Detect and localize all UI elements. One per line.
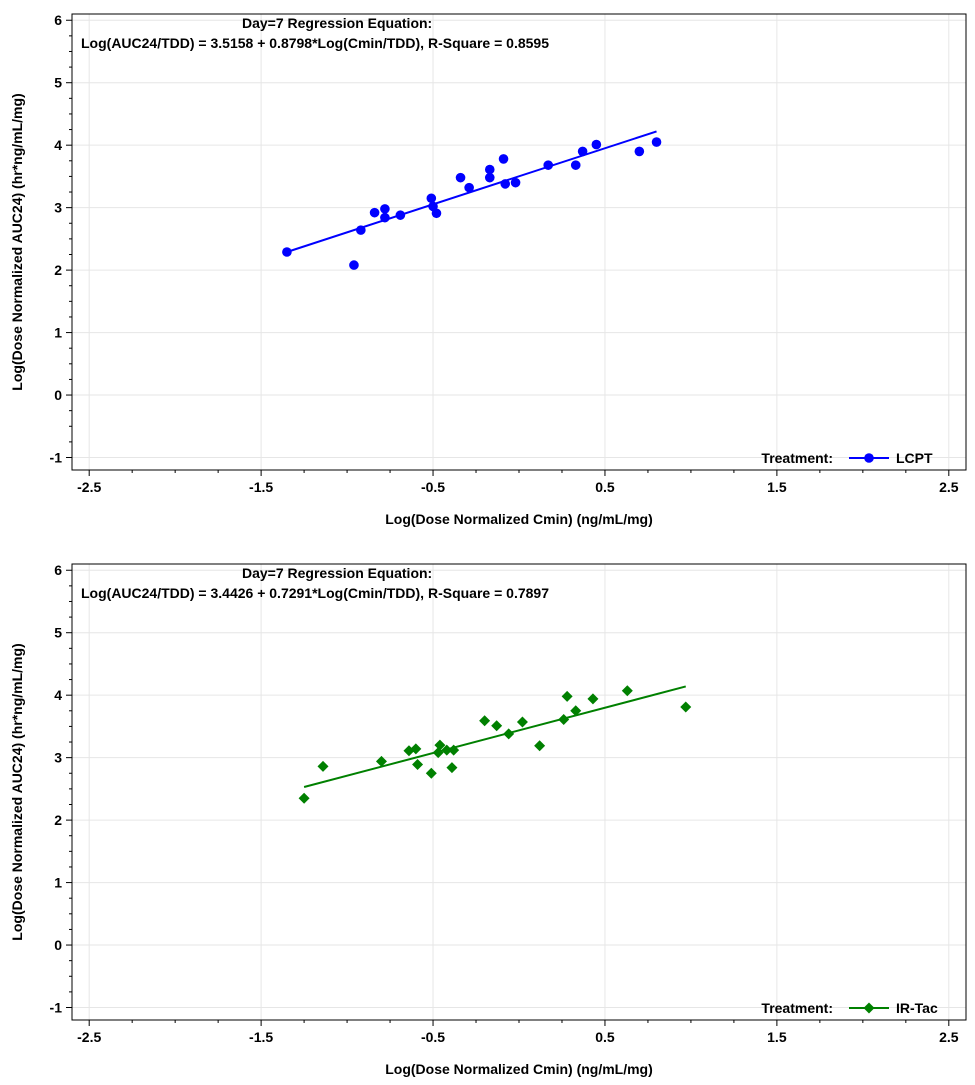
data-point-circle xyxy=(395,210,406,220)
data-point-circle xyxy=(380,204,390,214)
regression-line xyxy=(303,685,687,788)
y-tick-label: 0 xyxy=(54,387,62,403)
data-point-diamond xyxy=(516,716,528,728)
data-point-diamond xyxy=(561,690,573,702)
data-point-circle xyxy=(464,182,474,193)
y-axis-title: Log(Dose Normalized AUC24) (hr*ng/mL/mg) xyxy=(9,93,25,390)
legend-marker-diamond xyxy=(863,1002,875,1014)
data-point-circle xyxy=(484,164,495,175)
legend-title: Treatment: xyxy=(761,450,833,466)
x-tick-label: -2.5 xyxy=(77,479,101,495)
x-axis-title: Log(Dose Normalized Cmin) (ng/mL/mg) xyxy=(385,1061,653,1077)
data-point-diamond xyxy=(479,715,491,727)
legend-marker-circle xyxy=(864,453,874,463)
data-point-diamond xyxy=(621,685,633,697)
data-point-circle xyxy=(570,160,581,170)
data-point-diamond xyxy=(375,755,387,767)
data-point-diamond xyxy=(425,767,437,779)
y-tick-label: 6 xyxy=(54,12,62,28)
data-point-circle xyxy=(380,212,390,223)
x-tick-label: -0.5 xyxy=(421,1029,445,1045)
x-tick-label: 2.5 xyxy=(939,1029,959,1045)
data-point-circle xyxy=(356,225,366,235)
data-point-circle xyxy=(510,177,521,188)
y-tick-label: 0 xyxy=(54,937,62,953)
data-point-diamond xyxy=(446,762,458,774)
data-point-diamond xyxy=(412,759,424,771)
data-point-diamond xyxy=(410,743,422,755)
data-point-diamond xyxy=(587,693,599,705)
data-point-diamond xyxy=(317,760,329,772)
data-point-diamond xyxy=(503,728,515,740)
data-point-circle xyxy=(426,193,437,204)
x-tick-label: -2.5 xyxy=(77,1029,101,1045)
x-tick-label: 2.5 xyxy=(939,479,959,495)
data-point-circle xyxy=(651,137,662,147)
x-tick-label: -1.5 xyxy=(249,479,273,495)
data-point-diamond xyxy=(432,747,444,759)
regression-equation-heading: Day=7 Regression Equation: xyxy=(242,565,432,581)
data-point-diamond xyxy=(570,705,582,717)
data-point-diamond xyxy=(448,744,460,756)
data-point-diamond xyxy=(680,701,692,713)
data-point-diamond xyxy=(534,740,546,752)
y-tick-label: 5 xyxy=(54,75,62,91)
data-point-diamond xyxy=(298,792,310,804)
regression-line xyxy=(286,130,657,253)
chart-panel-bottom: -2.5 -1.5 -0.5 0.5 1.5 2.5 -1 0 1 2 3 4 5 6 Log(Dose N… xyxy=(9,562,967,1077)
regression-equation: Log(AUC24/TDD) = 3.5158 + 0.8798*Log(Cmi… xyxy=(81,35,549,51)
x-tick-label: -0.5 xyxy=(421,479,445,495)
data-point-circle xyxy=(484,172,495,183)
data-point-diamond xyxy=(441,744,453,756)
regression-equation: Log(AUC24/TDD) = 3.4426 + 0.7291*Log(Cmi… xyxy=(81,585,549,601)
data-point-circle xyxy=(349,260,359,270)
legend-series-name: IR-Tac xyxy=(896,1000,938,1016)
y-tick-label: 5 xyxy=(54,625,62,641)
regression-equation-heading: Day=7 Regression Equation: xyxy=(242,15,432,31)
y-tick-label: 2 xyxy=(54,812,62,828)
y-tick-label: 1 xyxy=(54,325,62,341)
x-tick-label: 0.5 xyxy=(595,479,615,495)
x-tick-label: 0.5 xyxy=(595,1029,615,1045)
legend-series-name: LCPT xyxy=(896,450,933,466)
y-axis-title: Log(Dose Normalized AUC24) (hr*ng/mL/mg) xyxy=(9,643,25,940)
legend-title: Treatment: xyxy=(761,1000,833,1016)
y-tick-label: 4 xyxy=(54,687,62,703)
data-point-circle xyxy=(369,207,380,218)
data-point-diamond xyxy=(434,739,446,751)
y-tick-label: 3 xyxy=(54,200,62,216)
data-point-circle xyxy=(634,146,645,157)
y-tick-label: 3 xyxy=(54,750,62,766)
data-point-circle xyxy=(498,154,509,164)
data-point-circle xyxy=(577,146,588,157)
data-point-diamond xyxy=(558,714,570,726)
y-tick-label: 2 xyxy=(54,262,62,278)
x-axis-title: Log(Dose Normalized Cmin) (ng/mL/mg) xyxy=(385,511,653,527)
y-tick-label: 4 xyxy=(54,137,62,153)
y-tick-label: -1 xyxy=(50,1000,63,1016)
y-tick-label: 6 xyxy=(54,562,62,578)
x-tick-label: 1.5 xyxy=(767,479,787,495)
x-tick-label: -1.5 xyxy=(249,1029,273,1045)
y-tick-label: 1 xyxy=(54,875,62,891)
data-point-diamond xyxy=(491,720,503,732)
data-point-circle xyxy=(543,160,554,170)
x-tick-label: 1.5 xyxy=(767,1029,787,1045)
y-tick-label: -1 xyxy=(50,450,63,466)
data-point-circle xyxy=(591,139,602,150)
data-point-circle xyxy=(500,179,511,189)
data-point-circle xyxy=(455,172,466,183)
data-point-circle xyxy=(431,208,442,219)
data-point-circle xyxy=(282,247,292,257)
chart-panel-top: -2.5 -1.5 -0.5 0.5 1.5 2.5 -1 0 1 2 3 4 5 6 Log(Dose N… xyxy=(9,12,967,527)
